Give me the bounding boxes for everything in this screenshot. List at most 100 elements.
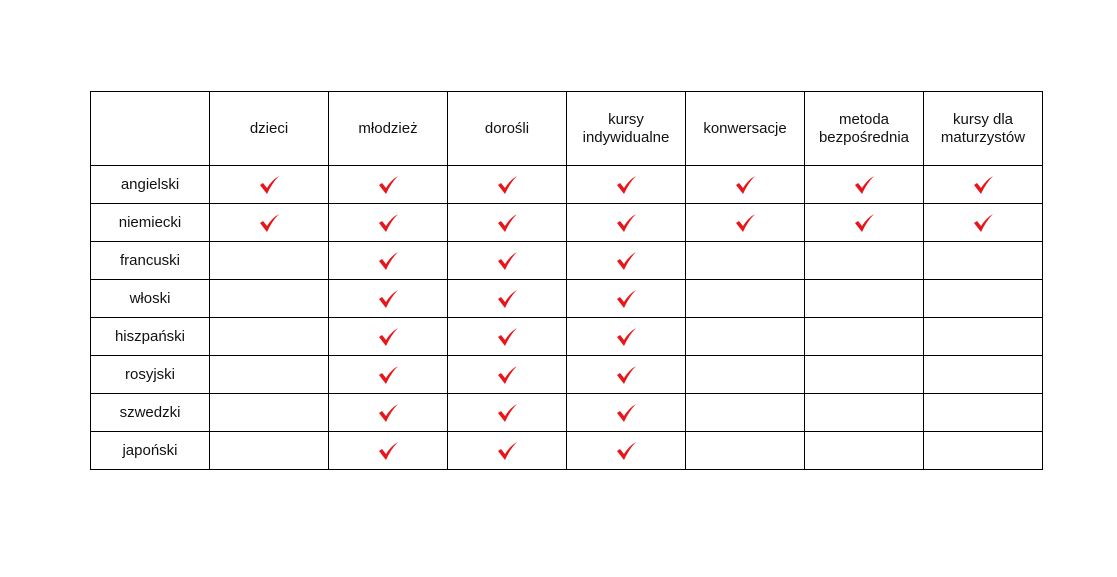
check-path	[498, 403, 517, 422]
column-header: młodzież	[328, 91, 448, 166]
check-path	[736, 213, 755, 232]
check-mark	[617, 251, 636, 270]
check-path	[260, 175, 279, 194]
check-mark	[379, 251, 398, 270]
check-path	[974, 213, 993, 232]
cell	[685, 203, 805, 242]
cell	[447, 317, 567, 356]
cell	[685, 317, 805, 356]
cell	[209, 431, 329, 470]
table-row: włoski	[90, 279, 1043, 318]
cell	[447, 203, 567, 242]
cell	[923, 431, 1043, 470]
check-path	[617, 251, 636, 270]
cell	[328, 317, 448, 356]
check-mark	[379, 213, 398, 232]
cell	[328, 431, 448, 470]
check-path	[498, 251, 517, 270]
cell	[566, 279, 686, 318]
table-row: japoński	[90, 431, 1043, 470]
check-mark	[379, 365, 398, 384]
check-mark	[974, 175, 993, 194]
check-path	[379, 441, 398, 460]
check-mark	[498, 403, 517, 422]
cell	[685, 241, 805, 280]
check-path	[617, 365, 636, 384]
cell	[685, 355, 805, 394]
check-path	[855, 175, 874, 194]
cell	[566, 165, 686, 204]
cell	[804, 431, 924, 470]
check-mark	[379, 327, 398, 346]
cell	[209, 165, 329, 204]
cell	[447, 279, 567, 318]
check-path	[974, 175, 993, 194]
check-mark	[498, 213, 517, 232]
row-label: niemiecki	[90, 203, 210, 242]
cell	[209, 393, 329, 432]
cell	[923, 317, 1043, 356]
check-mark	[379, 289, 398, 308]
check-path	[379, 327, 398, 346]
cell	[566, 317, 686, 356]
cell	[923, 203, 1043, 242]
cell	[685, 279, 805, 318]
cell	[804, 355, 924, 394]
row-label: rosyjski	[90, 355, 210, 394]
cell	[685, 431, 805, 470]
cell	[923, 355, 1043, 394]
column-header: kursy dla maturzystów	[923, 91, 1043, 166]
check-path	[498, 289, 517, 308]
cell	[566, 203, 686, 242]
check-path	[260, 213, 279, 232]
cell	[685, 165, 805, 204]
check-mark	[855, 213, 874, 232]
cell	[566, 431, 686, 470]
row-label: angielski	[90, 165, 210, 204]
cell	[804, 393, 924, 432]
check-mark	[736, 213, 755, 232]
cell	[209, 203, 329, 242]
cell	[328, 241, 448, 280]
column-header: dzieci	[209, 91, 329, 166]
check-path	[379, 289, 398, 308]
cell	[447, 241, 567, 280]
cell	[447, 165, 567, 204]
check-mark	[379, 441, 398, 460]
cell	[685, 393, 805, 432]
cell	[209, 279, 329, 318]
cell	[328, 279, 448, 318]
check-mark	[617, 441, 636, 460]
cell	[328, 203, 448, 242]
check-path	[617, 289, 636, 308]
check-path	[379, 213, 398, 232]
check-mark	[498, 365, 517, 384]
cell	[566, 355, 686, 394]
check-mark	[379, 175, 398, 194]
course-table: dzieci młodzież dorośli kursy indywidualne k…	[90, 91, 1043, 470]
check-path	[617, 403, 636, 422]
table-row: niemiecki	[90, 203, 1043, 242]
check-mark	[617, 327, 636, 346]
cell	[804, 241, 924, 280]
column-header: konwersacje	[685, 91, 805, 166]
check-path	[736, 175, 755, 194]
check-path	[379, 365, 398, 384]
check-mark	[974, 213, 993, 232]
check-mark	[260, 213, 279, 232]
check-path	[379, 403, 398, 422]
check-mark	[617, 289, 636, 308]
cell	[328, 165, 448, 204]
check-mark	[498, 327, 517, 346]
cell	[804, 203, 924, 242]
row-label: włoski	[90, 279, 210, 318]
check-mark	[498, 289, 517, 308]
cell	[328, 355, 448, 394]
cell	[804, 317, 924, 356]
cell	[923, 165, 1043, 204]
check-mark	[498, 251, 517, 270]
cell	[328, 393, 448, 432]
table-row: francuski	[90, 241, 1043, 280]
cell	[566, 241, 686, 280]
corner-cell	[90, 91, 210, 166]
